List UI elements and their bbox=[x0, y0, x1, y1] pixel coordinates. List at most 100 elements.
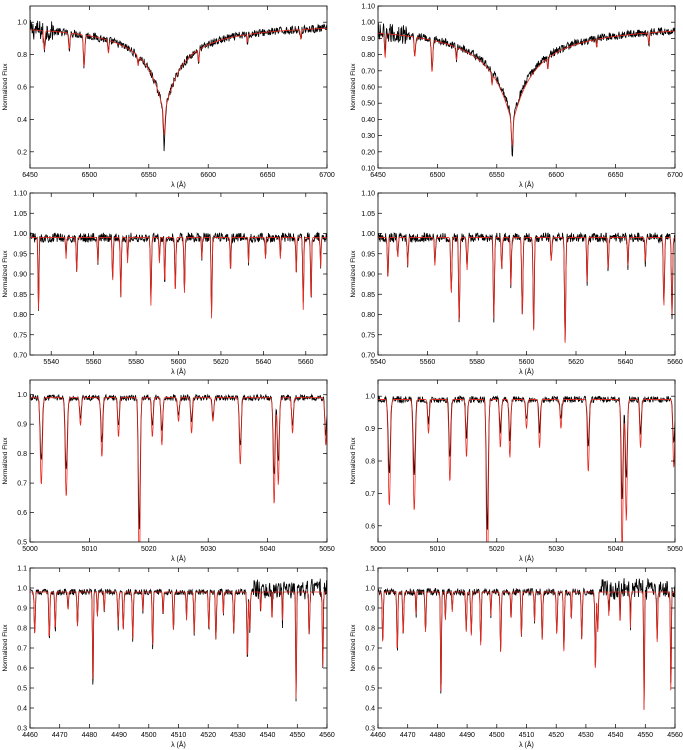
series-observed-line bbox=[378, 23, 675, 157]
y-tick-label: 1.0 bbox=[365, 394, 375, 401]
y-tick-label: 1.00 bbox=[361, 231, 375, 238]
panel-top-right: 6450 6500 6550 6600 6650 6700 0.10 0.20 0.30 0.40… bbox=[350, 4, 683, 190]
y-tick-label: 0.85 bbox=[361, 292, 375, 299]
series-observed-line bbox=[378, 395, 675, 530]
series-model-line bbox=[30, 591, 327, 699]
x-tick-label: 4480 bbox=[430, 732, 446, 739]
x-tick-label: 5560 bbox=[420, 359, 436, 366]
y-tick-label: 0.90 bbox=[361, 36, 375, 43]
x-tick-label: 4540 bbox=[260, 732, 276, 739]
x-tick-label: 4560 bbox=[667, 732, 683, 739]
x-tick-label: 5660 bbox=[667, 359, 683, 366]
x-axis-label: λ (Å) bbox=[519, 180, 534, 189]
y-tick-label: 0.8 bbox=[17, 52, 27, 59]
x-tick-label: 5600 bbox=[519, 359, 535, 366]
series-model-line bbox=[30, 237, 327, 319]
y-tick-label: 0.70 bbox=[13, 353, 27, 360]
panel-row3-left: 5000 5010 5020 5030 5040 5050 0.5 0.6 0.7 0.8 0.9 1… bbox=[2, 379, 335, 563]
x-tick-label: 5560 bbox=[86, 359, 102, 366]
y-tick-label: 0.9 bbox=[365, 426, 375, 433]
x-tick-label: 4460 bbox=[370, 732, 386, 739]
y-tick-label: 0.6 bbox=[365, 523, 375, 530]
y-tick-label: 1.05 bbox=[361, 211, 375, 218]
x-tick-label: 4550 bbox=[290, 732, 306, 739]
y-tick-label: 1.0 bbox=[17, 392, 27, 399]
x-tick-label: 5010 bbox=[82, 546, 98, 553]
y-tick-label: 0.7 bbox=[17, 646, 27, 653]
y-tick-label: 0.9 bbox=[365, 606, 375, 613]
y-tick-label: 0.6 bbox=[365, 666, 375, 673]
y-tick-label: 0.5 bbox=[17, 540, 27, 547]
y-tick-label: 0.8 bbox=[17, 626, 27, 633]
x-tick-label: 4520 bbox=[200, 732, 216, 739]
y-tick-label: 1.10 bbox=[361, 4, 375, 11]
x-tick-label: 6500 bbox=[430, 172, 446, 179]
x-tick-label: 6700 bbox=[667, 172, 683, 179]
plot-frame bbox=[29, 379, 328, 543]
y-tick-label: 0.8 bbox=[17, 451, 27, 458]
y-tick-label: 1.0 bbox=[17, 586, 27, 593]
y-tick-label: 0.95 bbox=[361, 251, 375, 258]
x-axis-label: λ (Å) bbox=[519, 554, 534, 563]
x-tick-label: 6700 bbox=[319, 172, 335, 179]
series-model-line bbox=[378, 237, 675, 343]
series-model-line bbox=[30, 397, 327, 542]
x-tick-label: 4510 bbox=[171, 732, 187, 739]
x-tick-label: 5020 bbox=[141, 546, 157, 553]
x-tick-label: 5030 bbox=[548, 546, 564, 553]
x-tick-label: 4470 bbox=[52, 732, 68, 739]
x-tick-label: 4530 bbox=[230, 732, 246, 739]
series-model-line bbox=[378, 399, 675, 542]
y-tick-label: 0.7 bbox=[17, 481, 27, 488]
y-axis-label: Normalized Flux bbox=[2, 250, 9, 298]
y-tick-label: 1.1 bbox=[17, 566, 27, 573]
x-tick-label: 5010 bbox=[430, 546, 446, 553]
x-tick-label: 6650 bbox=[608, 172, 624, 179]
x-tick-label: 4550 bbox=[638, 732, 654, 739]
y-tick-label: 0.4 bbox=[17, 117, 27, 124]
x-tick-label: 6600 bbox=[548, 172, 564, 179]
x-tick-label: 5580 bbox=[469, 359, 485, 366]
y-tick-label: 0.10 bbox=[361, 166, 375, 173]
y-axis-label: Normalized Flux bbox=[350, 624, 357, 672]
y-tick-label: 0.6 bbox=[17, 85, 27, 92]
x-tick-label: 5050 bbox=[319, 546, 335, 553]
y-tick-label: 0.40 bbox=[361, 117, 375, 124]
plot-frame bbox=[29, 192, 328, 356]
x-tick-label: 4510 bbox=[519, 732, 535, 739]
x-tick-label: 5030 bbox=[200, 546, 216, 553]
y-tick-label: 1.10 bbox=[13, 191, 27, 198]
x-axis-label: λ (Å) bbox=[519, 367, 534, 376]
y-tick-label: 0.85 bbox=[13, 292, 27, 299]
x-tick-label: 4520 bbox=[548, 732, 564, 739]
y-tick-label: 0.9 bbox=[17, 422, 27, 429]
y-axis-label: Normalized Flux bbox=[2, 437, 9, 485]
series-observed-line bbox=[30, 393, 327, 530]
x-tick-label: 4540 bbox=[608, 732, 624, 739]
x-tick-label: 5620 bbox=[568, 359, 584, 366]
x-axis-label: λ (Å) bbox=[171, 180, 186, 189]
x-tick-label: 5040 bbox=[608, 546, 624, 553]
x-tick-label: 5620 bbox=[213, 359, 229, 366]
x-tick-label: 6550 bbox=[489, 172, 505, 179]
x-tick-label: 6500 bbox=[82, 172, 98, 179]
y-tick-label: 0.95 bbox=[13, 251, 27, 258]
x-tick-label: 5540 bbox=[43, 359, 59, 366]
x-tick-label: 4530 bbox=[578, 732, 594, 739]
y-tick-label: 0.70 bbox=[361, 68, 375, 75]
y-tick-label: 0.90 bbox=[13, 272, 27, 279]
x-tick-label: 6600 bbox=[200, 172, 216, 179]
y-tick-label: 0.8 bbox=[365, 626, 375, 633]
y-tick-label: 0.3 bbox=[17, 726, 27, 733]
y-tick-label: 1.00 bbox=[361, 20, 375, 27]
panel-row3-right: 5000 5010 5020 5030 5040 5050 0.6 0.7 0.8 0.9 1.0 λ… bbox=[350, 379, 683, 563]
x-tick-label: 4490 bbox=[111, 732, 127, 739]
y-tick-label: 0.20 bbox=[361, 149, 375, 156]
x-tick-label: 5660 bbox=[298, 359, 314, 366]
series-observed-line bbox=[30, 231, 327, 314]
y-tick-label: 0.50 bbox=[361, 101, 375, 108]
x-axis-label: λ (Å) bbox=[171, 740, 186, 749]
x-tick-label: 4460 bbox=[22, 732, 38, 739]
plot-frame bbox=[377, 379, 676, 543]
